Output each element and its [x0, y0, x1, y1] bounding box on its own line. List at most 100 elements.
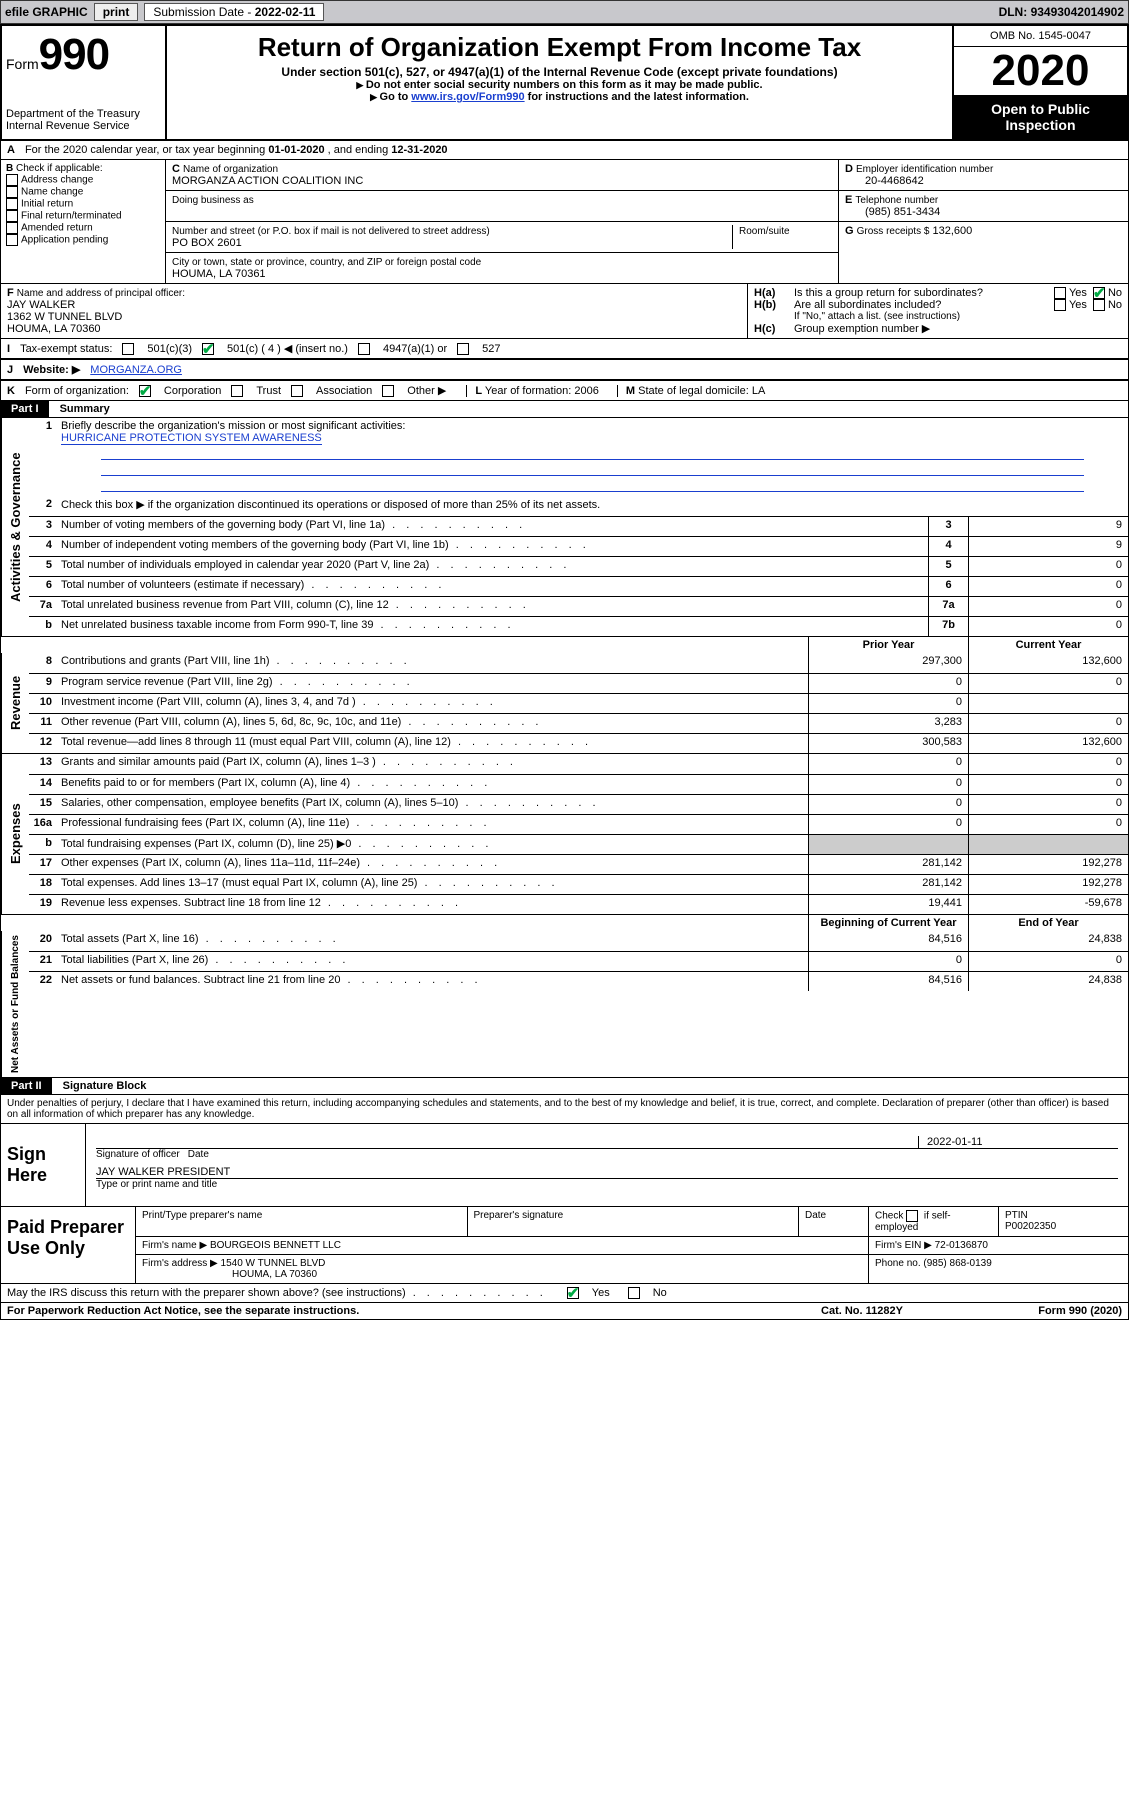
- summary-row: 21Total liabilities (Part X, line 26)00: [29, 951, 1128, 971]
- summary-row: 19Revenue less expenses. Subtract line 1…: [29, 894, 1128, 914]
- summary-row: bTotal fundraising expenses (Part IX, co…: [29, 834, 1128, 854]
- hb-no[interactable]: [1093, 299, 1105, 311]
- summary-row: 5Total number of individuals employed in…: [29, 556, 1128, 576]
- form-org-row: KForm of organization: Corporation Trust…: [1, 379, 1128, 400]
- dln: DLN: 93493042014902: [999, 5, 1124, 19]
- right-col: D Employer identification number20-44686…: [838, 160, 1128, 283]
- efile-label: efile GRAPHIC: [5, 5, 88, 19]
- cb-527[interactable]: [457, 343, 469, 355]
- cb-4947[interactable]: [358, 343, 370, 355]
- submission-label: Submission Date -: [153, 5, 254, 19]
- ha-no[interactable]: [1093, 287, 1105, 299]
- name-col: C Name of organizationMORGANZA ACTION CO…: [166, 160, 838, 283]
- cb-amended[interactable]: [6, 222, 18, 234]
- summary-row: 13Grants and similar amounts paid (Part …: [29, 754, 1128, 774]
- org-name: MORGANZA ACTION COALITION INC: [172, 175, 363, 187]
- summary-row: 18Total expenses. Add lines 13–17 (must …: [29, 874, 1128, 894]
- dept-line1: Department of the Treasury: [6, 108, 161, 120]
- print-button[interactable]: print: [94, 3, 139, 21]
- tax-status-row: ITax-exempt status: 501(c)(3) 501(c) ( 4…: [1, 338, 1128, 359]
- net-section: Net Assets or Fund Balances 20Total asse…: [1, 931, 1128, 1077]
- firm-addr2: HOUMA, LA 70360: [142, 1269, 317, 1280]
- form-label: Form: [6, 56, 39, 72]
- state-domicile: LA: [752, 385, 765, 397]
- period-row: A For the 2020 calendar year, or tax yea…: [1, 140, 1128, 159]
- ha-yes[interactable]: [1054, 287, 1066, 299]
- form-header: Form990 Department of the Treasury Inter…: [1, 25, 1128, 140]
- submission-pill: Submission Date - 2022-02-11: [144, 3, 324, 21]
- summary-row: 12Total revenue—add lines 8 through 11 (…: [29, 733, 1128, 753]
- summary-row: bNet unrelated business taxable income f…: [29, 616, 1128, 636]
- website-link[interactable]: MORGANZA.ORG: [90, 364, 182, 376]
- dept-line2: Internal Revenue Service: [6, 120, 161, 132]
- discuss-no[interactable]: [628, 1287, 640, 1299]
- cb-other[interactable]: [382, 385, 394, 397]
- cb-pending[interactable]: [6, 234, 18, 246]
- net-header-row: Beginning of Current Year End of Year: [1, 914, 1128, 931]
- check-col: B Check if applicable: Address change Na…: [1, 160, 166, 283]
- cb-corp[interactable]: [139, 385, 151, 397]
- summary-row: 7aTotal unrelated business revenue from …: [29, 596, 1128, 616]
- exp-section: Expenses 13Grants and similar amounts pa…: [1, 753, 1128, 914]
- discuss-row: May the IRS discuss this return with the…: [1, 1283, 1128, 1302]
- cb-initial-return[interactable]: [6, 198, 18, 210]
- form-note2: Go to www.irs.gov/Form990 for instructio…: [175, 91, 944, 103]
- mission: HURRICANE PROTECTION SYSTEM AWARENESS: [61, 432, 322, 445]
- vlabel-rev: Revenue: [1, 653, 29, 753]
- website-row: JWebsite: ▶ MORGANZA.ORG: [1, 359, 1128, 379]
- form-subtitle: Under section 501(c), 527, or 4947(a)(1)…: [175, 65, 944, 79]
- org-city: HOUMA, LA 70361: [172, 268, 266, 280]
- rev-section: Revenue 8Contributions and grants (Part …: [1, 653, 1128, 753]
- cb-address-change[interactable]: [6, 174, 18, 186]
- section-f-row: F Name and address of principal officer:…: [1, 283, 1128, 338]
- cb-self-employed[interactable]: [906, 1210, 918, 1222]
- summary-row: 16aProfessional fundraising fees (Part I…: [29, 814, 1128, 834]
- phone: (985) 851-3434: [845, 206, 940, 218]
- footer: For Paperwork Reduction Act Notice, see …: [1, 1302, 1128, 1319]
- form-number: 990: [39, 30, 109, 79]
- summary-row: 14Benefits paid to or for members (Part …: [29, 774, 1128, 794]
- topbar: efile GRAPHIC print Submission Date - 20…: [0, 0, 1129, 24]
- summary-row: 6Total number of volunteers (estimate if…: [29, 576, 1128, 596]
- summary-row: 15Salaries, other compensation, employee…: [29, 794, 1128, 814]
- part1-header: Part I Summary: [1, 400, 1128, 417]
- vlabel-net: Net Assets or Fund Balances: [1, 931, 29, 1077]
- title-col: Return of Organization Exempt From Incom…: [166, 25, 953, 140]
- firm-ein: 72-0136870: [935, 1240, 988, 1251]
- omb-number: OMB No. 1545-0047: [954, 26, 1127, 47]
- firm-addr1: 1540 W TUNNEL BLVD: [221, 1258, 326, 1269]
- summary-row: 11Other revenue (Part VIII, column (A), …: [29, 713, 1128, 733]
- summary-row: 4Number of independent voting members of…: [29, 536, 1128, 556]
- discuss-yes[interactable]: [567, 1287, 579, 1299]
- summary-row: 17Other expenses (Part IX, column (A), l…: [29, 854, 1128, 874]
- cb-name-change[interactable]: [6, 186, 18, 198]
- ptin: P00202350: [1005, 1221, 1056, 1232]
- preparer-block: Paid Preparer Use Only Print/Type prepar…: [1, 1206, 1128, 1283]
- cb-501c[interactable]: [202, 343, 214, 355]
- sign-here-label: Sign Here: [1, 1124, 86, 1206]
- cb-501c3[interactable]: [122, 343, 134, 355]
- ein: 20-4468642: [845, 175, 924, 187]
- cb-trust[interactable]: [231, 385, 243, 397]
- vlabel-gov: Activities & Governance: [1, 418, 29, 636]
- sign-date: 2022-01-11: [918, 1136, 1118, 1148]
- submission-date: 2022-02-11: [255, 5, 316, 19]
- form-title: Return of Organization Exempt From Incom…: [175, 32, 944, 63]
- form-note1: Do not enter social security numbers on …: [175, 79, 944, 91]
- part2-header: Part II Signature Block: [1, 1077, 1128, 1094]
- cb-assoc[interactable]: [291, 385, 303, 397]
- form990-link[interactable]: www.irs.gov/Form990: [411, 91, 524, 103]
- hb-yes[interactable]: [1054, 299, 1066, 311]
- cb-final-return[interactable]: [6, 210, 18, 222]
- form-id-col: Form990 Department of the Treasury Inter…: [1, 25, 166, 140]
- sign-block: Sign Here 2022-01-11 Signature of office…: [1, 1123, 1128, 1206]
- firm-phone: (985) 868-0139: [923, 1258, 991, 1269]
- form-container: Form990 Department of the Treasury Inter…: [0, 24, 1129, 1320]
- summary-row: 10Investment income (Part VIII, column (…: [29, 693, 1128, 713]
- gross-receipts: 132,600: [933, 225, 973, 237]
- officer-name: JAY WALKER: [7, 299, 75, 311]
- paid-preparer-label: Paid Preparer Use Only: [1, 1207, 136, 1283]
- summary-row: 9Program service revenue (Part VIII, lin…: [29, 673, 1128, 693]
- vlabel-exp: Expenses: [1, 754, 29, 914]
- officer-addr2: HOUMA, LA 70360: [7, 323, 101, 335]
